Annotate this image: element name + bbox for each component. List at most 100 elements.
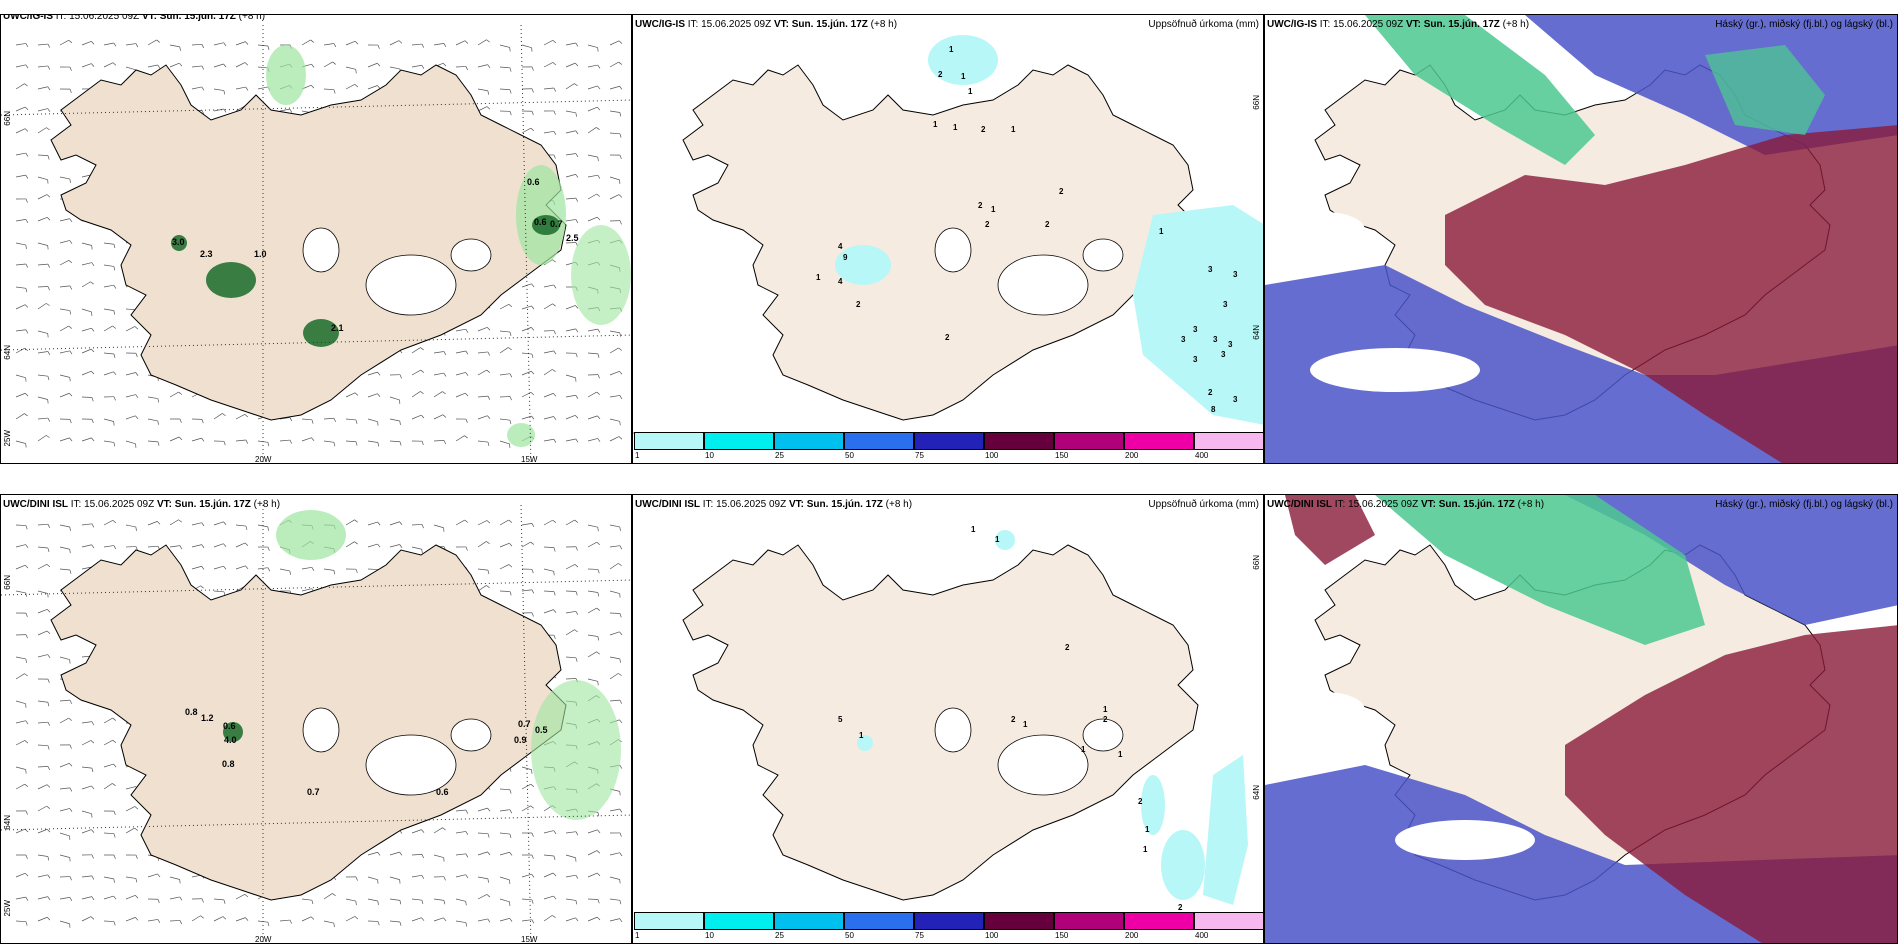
wind-barb-flag [619, 613, 622, 618]
wind-barb-flag [377, 442, 380, 447]
precip-value: 3 [1221, 350, 1226, 359]
wind-barb-flag [465, 831, 469, 836]
wind-barb-flag [46, 303, 50, 306]
bottom-wind-map [1, 504, 631, 943]
wind-barb-flag [245, 41, 249, 45]
wind-barb-flag [25, 174, 29, 179]
wind-barb [609, 852, 620, 856]
field-title: Háský (gr.), miðský (fj.bl.) og lágský (… [1715, 499, 1893, 510]
wind-barb [125, 308, 136, 311]
wind-barb [169, 519, 179, 526]
wind-barb [609, 132, 620, 135]
wind-barb-flag [333, 442, 336, 447]
wind-barb [477, 832, 489, 835]
it-label: IT: [1319, 19, 1331, 30]
wind-barb-flag [597, 899, 600, 904]
wind-barb [235, 542, 246, 548]
model-name: UWC/IG-IS [635, 19, 685, 30]
wind-barb-flag [596, 127, 600, 130]
wind-barb-flag [179, 545, 183, 550]
wind-barb-flag [68, 325, 73, 329]
wind-barb [565, 656, 576, 659]
lon-label: 15W [521, 935, 538, 944]
wind-barb-flag [25, 152, 29, 157]
wind-barb-flag [135, 917, 139, 921]
wind-barb-flag [619, 808, 623, 813]
colorbar-label: 1 [635, 451, 640, 460]
it-value: 15.06.2025 09Z [69, 14, 140, 22]
wind-barb-flag [157, 398, 160, 403]
wind-barb-flag [553, 87, 557, 92]
wind-barb-flag [135, 43, 139, 48]
wind-barb [543, 39, 553, 46]
colorbar-swatch [1054, 432, 1124, 450]
wind-barb-flag [597, 636, 600, 641]
wind-barb [37, 916, 48, 922]
wind-barb-flag [377, 63, 381, 67]
wind-barb [543, 590, 555, 592]
lon-label: 25W [3, 900, 12, 917]
wind-barb [609, 330, 620, 334]
wind-barb [477, 415, 488, 420]
wind-barb-flag [597, 527, 599, 532]
wind-barb [499, 347, 509, 354]
precip-value: 2 [856, 300, 861, 309]
glacier [302, 227, 340, 273]
wind-barb [543, 568, 554, 572]
wind-barb-flag [178, 519, 182, 523]
wind-barb-flag [69, 897, 73, 901]
lon-label: 15W [521, 455, 538, 464]
wind-barb-flag [91, 875, 95, 880]
wind-barb-flag [47, 263, 51, 268]
wind-barb [609, 563, 619, 570]
precip-value: 0.6 [436, 787, 449, 797]
wind-barb-flag [596, 391, 601, 395]
precip-area [857, 735, 873, 751]
wind-barb-flag [487, 415, 491, 419]
wind-barb-flag [465, 546, 468, 551]
wind-barb [565, 42, 576, 46]
wind-barb [587, 85, 598, 90]
wind-barb [235, 565, 246, 570]
glacier [1082, 238, 1124, 272]
wind-barb-flag [552, 303, 556, 307]
wind-barb-flag [135, 878, 138, 883]
precip-area [223, 722, 243, 742]
wind-barb-flag [420, 391, 424, 395]
wind-barb [389, 40, 400, 46]
wind-barb-flag [267, 567, 271, 572]
wind-barb [609, 524, 620, 528]
wind-barb [367, 851, 378, 856]
wind-barb [609, 673, 619, 680]
wind-barb-flag [574, 62, 579, 67]
wind-barb-flag [267, 546, 270, 551]
wind-barb [81, 370, 92, 376]
wind-barb-flag [597, 438, 601, 442]
wind-barb [587, 415, 598, 420]
wind-barb-flag [113, 878, 115, 883]
wind-barb-flag [69, 808, 73, 812]
top-precip-header: UWC/IG-IS IT: 15.06.2025 09Z VT: Sun. 15… [635, 19, 897, 30]
wind-barb [543, 130, 554, 134]
wind-barb-flag [486, 369, 491, 373]
glacier [450, 718, 492, 752]
wind-barb [125, 43, 136, 46]
wind-barb-flag [618, 61, 623, 65]
wind-barb-flag [68, 39, 73, 44]
wind-barb [81, 396, 93, 398]
wind-barb [59, 920, 70, 925]
wind-barb-flag [24, 783, 29, 788]
wind-barb-flag [223, 543, 227, 547]
wind-barb [411, 369, 421, 376]
wind-barb-flag [377, 921, 380, 926]
field-title: Uppsöfnuð úrkoma (mm) [1148, 499, 1259, 510]
wind-barb-flag [91, 419, 94, 424]
colorbar-swatch [984, 432, 1054, 450]
wind-barb [499, 564, 510, 570]
precip-value: 1.0 [254, 249, 267, 259]
cloud-mid [1565, 495, 1897, 625]
wind-barb [59, 546, 70, 550]
colorbar-label: 150 [1055, 931, 1069, 940]
wind-barb-flag [487, 441, 490, 447]
wind-barb-flag [289, 417, 293, 422]
